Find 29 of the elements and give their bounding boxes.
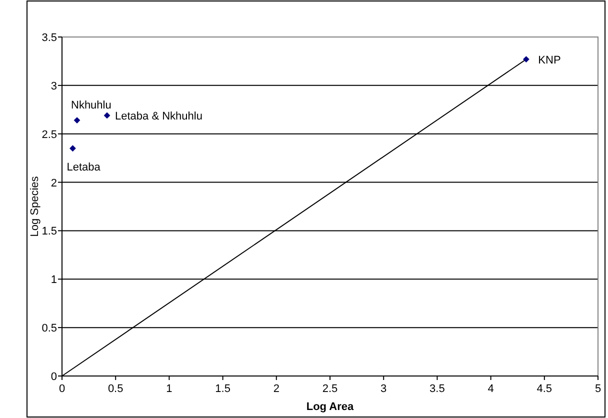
x-tick-label: 1 bbox=[166, 383, 172, 395]
y-tick-label: 0 bbox=[50, 371, 57, 383]
x-tick-label: 0 bbox=[58, 383, 66, 395]
y-tick-label: 2 bbox=[50, 177, 57, 190]
annotation: Letaba bbox=[66, 161, 102, 174]
annotation: Nkhuhlu bbox=[71, 99, 112, 112]
annotation: KNP bbox=[538, 54, 561, 66]
y-tick-label: 3.5 bbox=[42, 32, 57, 44]
x-tick-label: 3 bbox=[380, 383, 387, 395]
x-tick-label: 1.5 bbox=[215, 383, 230, 395]
x-tick-label: 3.5 bbox=[430, 383, 445, 395]
x-tick-label: 4.5 bbox=[536, 383, 552, 395]
y-tick-label: 1 bbox=[50, 274, 57, 286]
y-tick-label: 3 bbox=[50, 80, 57, 92]
point bbox=[74, 117, 80, 124]
x-tick-label: 0.5 bbox=[108, 383, 124, 395]
annotation: Letaba & Nkhuhlu bbox=[115, 110, 202, 122]
x-tick-label: 4 bbox=[488, 383, 494, 395]
point bbox=[522, 56, 530, 62]
x-tick-label: 2 bbox=[273, 383, 280, 395]
y-tick-label: 0.5 bbox=[42, 322, 57, 335]
point bbox=[104, 112, 110, 119]
x-tick-label: 5 bbox=[594, 383, 602, 395]
x-axis-title: Log Area bbox=[306, 401, 355, 413]
x-tick-label: 2.5 bbox=[322, 383, 338, 395]
y-tick-label: 2.5 bbox=[42, 128, 57, 141]
y-tick-label: 1.5 bbox=[42, 226, 57, 238]
point bbox=[70, 145, 76, 152]
y-axis-title: Log Species bbox=[29, 176, 41, 237]
